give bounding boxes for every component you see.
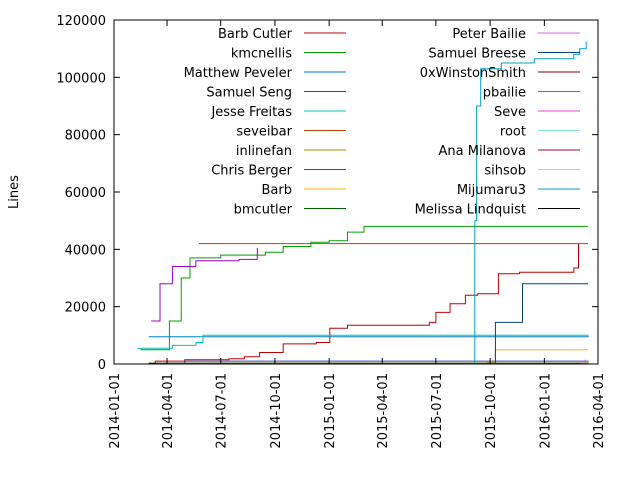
- x-tick-label: 2014-01-01: [108, 373, 123, 449]
- legend-label: Matthew Peveler: [184, 66, 293, 81]
- legend-label: Melissa Lindquist: [415, 203, 526, 218]
- legend-label: inlinefan: [236, 144, 292, 159]
- x-tick-label: 2016-04-01: [592, 373, 607, 449]
- y-tick-label: 120000: [56, 14, 106, 29]
- x-tick-label: 2015-01-01: [323, 373, 338, 449]
- x-tick-label: 2014-04-01: [161, 373, 176, 449]
- series-line-11: [490, 283, 588, 364]
- series-line-3: [151, 247, 258, 322]
- legend-label: pbailie: [483, 86, 526, 101]
- series-line-0: [134, 243, 579, 364]
- x-tick-label: 2015-10-01: [484, 373, 499, 449]
- series-line-1: [140, 225, 588, 351]
- legend-label: seveibar: [236, 125, 292, 140]
- series-line-13: [579, 361, 589, 364]
- y-tick-label: 80000: [65, 129, 106, 144]
- x-axis: 2014-01-01 2014-04-01 2014-07-01 2014-10-01…: [108, 20, 607, 449]
- y-tick-label: 40000: [65, 243, 106, 258]
- legend-label: root: [500, 125, 526, 140]
- series-line-7: [172, 360, 589, 364]
- y-axis: 0 20000 40000 60000 80000 100000 120000: [56, 14, 598, 373]
- legend: Barb Cutler kmcnellis Matthew Peveler Samue…: [184, 27, 580, 218]
- x-tick-label: 2015-07-01: [430, 373, 445, 449]
- legend-label: Jesse Freitas: [210, 105, 292, 120]
- y-axis-title: Lines: [7, 175, 22, 209]
- series-line-4: [137, 334, 589, 349]
- legend-label: Barb: [262, 183, 292, 198]
- legend-label: sihsob: [484, 164, 526, 179]
- x-tick-label: 2016-01-01: [538, 373, 553, 449]
- legend-label: Samuel Seng: [206, 86, 292, 101]
- legend-label: Chris Berger: [211, 164, 292, 179]
- legend-label: Ana Milanova: [439, 144, 527, 159]
- legend-label: 0xWinstonSmith: [420, 66, 526, 81]
- legend-label: Mijumaru3: [457, 183, 526, 198]
- legend-label: Seve: [494, 105, 526, 120]
- legend-label: Samuel Breese: [428, 47, 526, 62]
- y-tick-label: 60000: [65, 186, 106, 201]
- x-tick-label: 2014-07-01: [215, 373, 230, 449]
- legend-label: Barb Cutler: [218, 27, 293, 42]
- series-line-2: [148, 335, 589, 338]
- x-tick-label: 2014-10-01: [269, 373, 284, 449]
- legend-label: kmcnellis: [231, 47, 292, 62]
- y-tick-label: 20000: [65, 301, 106, 316]
- y-tick-label: 100000: [56, 71, 106, 86]
- legend-label: bmcutler: [234, 203, 293, 218]
- legend-label: Peter Bailie: [452, 27, 526, 42]
- y-tick-label: 0: [98, 358, 106, 373]
- x-tick-label: 2015-04-01: [376, 373, 391, 449]
